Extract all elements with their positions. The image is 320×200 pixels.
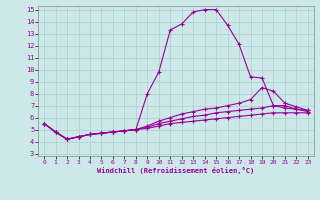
X-axis label: Windchill (Refroidissement éolien,°C): Windchill (Refroidissement éolien,°C)	[97, 167, 255, 174]
